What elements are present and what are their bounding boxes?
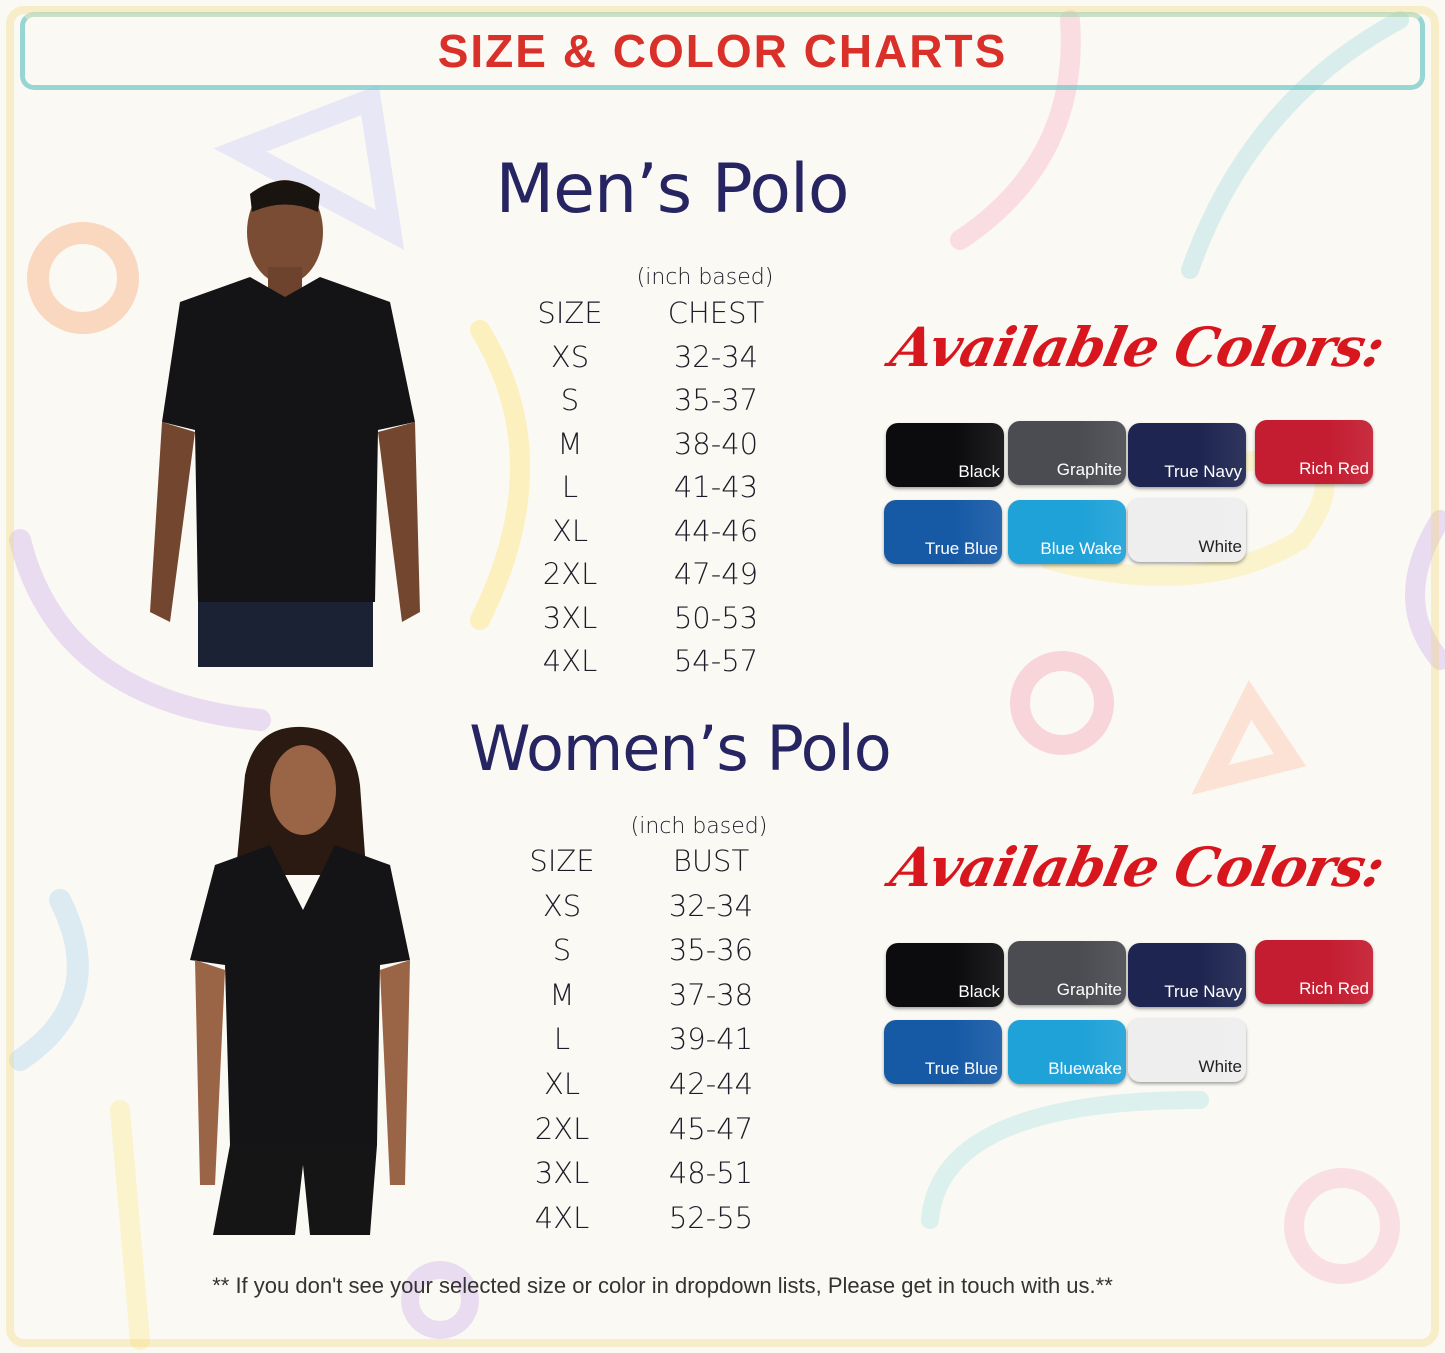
swatch-label: White: [1198, 1057, 1242, 1076]
bust-cell: 35-36: [668, 933, 754, 968]
womens-bust-column: BUST 32-34 35-36 37-38 39-41 42-44 45-47 48-51…: [641, 844, 781, 1245]
size-cell: L: [561, 470, 579, 504]
size-cell: 2XL: [542, 557, 598, 591]
bust-cell: 37-38: [668, 977, 754, 1012]
mens-chest-column: CHEST 32-34 35-37 38-40 41-43 44-46 47-49 50-5…: [646, 296, 786, 688]
size-cell: 4XL: [534, 1200, 590, 1235]
color-swatch-blue-wake: Blue Wake: [1008, 500, 1126, 564]
size-cell: S: [552, 933, 572, 968]
page-title: SIZE & COLOR CHARTS: [437, 25, 1008, 77]
swatch-label: White: [1198, 537, 1242, 556]
mens-available-colors-heading: Available Colors:: [885, 315, 1390, 379]
swatch-label: Rich Red: [1299, 979, 1369, 998]
chest-header: CHEST: [667, 296, 765, 330]
size-cell: 2XL: [534, 1111, 590, 1146]
bust-cell: 39-41: [668, 1022, 754, 1057]
swatch-label: Graphite: [1056, 980, 1122, 999]
womens-size-column: SIZE XS S M L XL 2XL 3XL 4XL: [502, 844, 622, 1245]
color-swatch-true-blue: True Blue: [884, 500, 1002, 564]
size-cell: S: [560, 383, 580, 417]
chest-cell: 35-37: [673, 383, 759, 417]
chest-cell: 38-40: [673, 426, 759, 461]
color-swatch-rich-red: Rich Red: [1255, 940, 1373, 1004]
color-swatch-black: Black: [886, 423, 1004, 487]
bust-cell: 48-51: [668, 1156, 754, 1191]
mens-size-column: SIZE XS S M L XL 2XL 3XL 4XL: [510, 296, 630, 688]
size-cell: 3XL: [534, 1156, 590, 1191]
color-swatch-true-blue: True Blue: [884, 1020, 1002, 1084]
size-cell: XL: [543, 1066, 581, 1101]
color-swatch-true-navy: True Navy: [1128, 943, 1246, 1007]
womens-available-colors-heading: Available Colors:: [885, 835, 1390, 899]
size-header: SIZE: [529, 844, 595, 878]
color-swatch-rich-red: Rich Red: [1255, 420, 1373, 484]
womens-title: Women’s Polo: [469, 712, 891, 785]
swatch-label: Bluewake: [1048, 1059, 1122, 1078]
swatch-label: Rich Red: [1299, 459, 1369, 478]
mens-title: Men’s Polo: [495, 150, 850, 229]
color-swatch-graphite: Graphite: [1008, 421, 1126, 485]
bust-cell: 42-44: [668, 1066, 754, 1101]
size-cell: XS: [550, 339, 590, 374]
swatch-label: Black: [958, 462, 1000, 481]
size-cell: L: [553, 1022, 571, 1057]
swatch-label: Blue Wake: [1040, 539, 1122, 558]
size-cell: 4XL: [542, 644, 598, 678]
swatch-label: True Navy: [1164, 462, 1242, 481]
bust-cell: 45-47: [668, 1111, 754, 1146]
chest-cell: 44-46: [673, 513, 759, 548]
chest-cell: 32-34: [673, 339, 759, 374]
color-swatch-graphite: Graphite: [1008, 941, 1126, 1005]
swatch-label: True Blue: [924, 1059, 998, 1078]
color-swatch-bluewake: Bluewake: [1008, 1020, 1126, 1084]
swatch-label: True Blue: [924, 539, 998, 558]
color-swatch-white: White: [1128, 1018, 1246, 1082]
bust-cell: 52-55: [668, 1200, 754, 1235]
bust-cell: 32-34: [668, 888, 754, 923]
page-frame: [6, 6, 1439, 1347]
size-cell: 3XL: [542, 600, 598, 635]
bust-header: BUST: [672, 844, 750, 878]
size-cell: M: [557, 426, 583, 461]
chest-cell: 41-43: [673, 470, 759, 504]
size-cell: XS: [542, 888, 582, 923]
chest-cell: 47-49: [673, 557, 759, 591]
footer-note: ** If you don't see your selected size o…: [212, 1273, 1113, 1298]
size-cell: M: [549, 977, 575, 1012]
header-banner: [20, 12, 1425, 90]
chest-cell: 54-57: [673, 644, 759, 678]
mens-unit-note: (inch based): [636, 265, 774, 290]
swatch-label: Black: [958, 982, 1000, 1001]
swatch-label: True Navy: [1164, 982, 1242, 1001]
mens-polo-model-photo: [150, 180, 420, 667]
size-cell: XL: [551, 513, 589, 548]
womens-polo-model-photo: [190, 726, 410, 1235]
swatch-label: Graphite: [1056, 460, 1122, 479]
womens-unit-note: (inch based): [630, 814, 768, 839]
chest-cell: 50-53: [673, 600, 759, 635]
color-swatch-black: Black: [886, 943, 1004, 1007]
size-header: SIZE: [537, 296, 603, 330]
color-swatch-white: White: [1128, 498, 1246, 562]
color-swatch-true-navy: True Navy: [1128, 423, 1246, 487]
